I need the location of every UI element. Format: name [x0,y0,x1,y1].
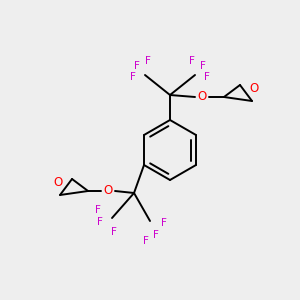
Text: F: F [153,230,159,240]
Text: F: F [97,217,103,227]
Text: F: F [189,56,195,66]
Text: F: F [204,72,210,82]
Text: O: O [197,91,207,103]
Text: F: F [130,72,136,82]
Text: F: F [111,227,117,237]
Text: F: F [200,61,206,71]
Text: F: F [134,61,140,71]
Text: F: F [161,218,167,228]
Text: O: O [53,176,63,188]
Text: F: F [145,56,151,66]
Text: O: O [103,184,112,197]
Text: O: O [249,82,259,94]
Text: F: F [95,205,101,215]
Text: F: F [143,236,149,246]
